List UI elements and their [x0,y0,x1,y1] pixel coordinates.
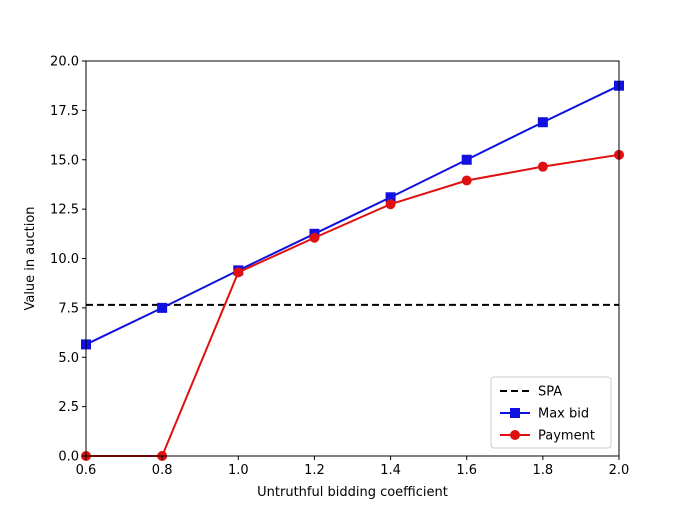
data-point-payment [461,175,472,186]
legend-label-max-bid: Max bid [538,407,589,422]
legend-marker-payment [510,430,520,440]
data-point-max-bid [537,117,548,128]
y-tick-label: 20.0 [50,55,79,70]
legend-label-payment: Payment [538,429,595,444]
y-tick-label: 5.0 [58,351,79,366]
legend-label-spa: SPA [538,385,562,400]
x-tick-label: 1.0 [228,463,249,478]
y-tick-label: 15.0 [50,153,79,168]
x-tick-label: 1.6 [456,463,477,478]
legend-box [490,376,612,449]
y-tick-label: 7.5 [58,301,79,316]
data-point-max-bid [385,192,396,203]
x-tick-label: 1.4 [380,463,401,478]
data-point-payment [309,232,320,243]
data-point-payment [385,199,396,210]
series-line-payment [86,153,620,457]
y-tick-label: 17.5 [50,104,79,119]
ticks: 0.6 0.8 1.0 1.2 1.4 1.6 1.8 2.0 0.0 2.5 5.0 7.5 10.0… [50,55,629,479]
x-tick-label: 0.6 [76,463,97,478]
y-tick-label: 0.0 [58,450,79,465]
x-tick-label: 1.8 [533,463,554,478]
y-axis-title: Value in auction [23,206,38,310]
x-tick-label: 0.8 [152,463,173,478]
legend: SPA Max bid Payment [490,376,612,449]
y-tick-label: 12.5 [50,203,79,218]
data-point-payment [233,267,244,278]
x-tick-label: 1.2 [304,463,325,478]
series-max-bid [81,80,624,350]
y-tick-label: 10.0 [50,252,79,267]
x-axis-title: Untruthful bidding coefficient [257,485,448,500]
data-point-max-bid [157,302,168,313]
x-tick-label: 2.0 [609,463,630,478]
y-tick-label: 2.5 [58,400,79,415]
data-point-payment [537,161,548,172]
legend-marker-max-bid [510,408,520,418]
data-point-max-bid [461,154,472,165]
series-line-max-bid [85,84,620,346]
